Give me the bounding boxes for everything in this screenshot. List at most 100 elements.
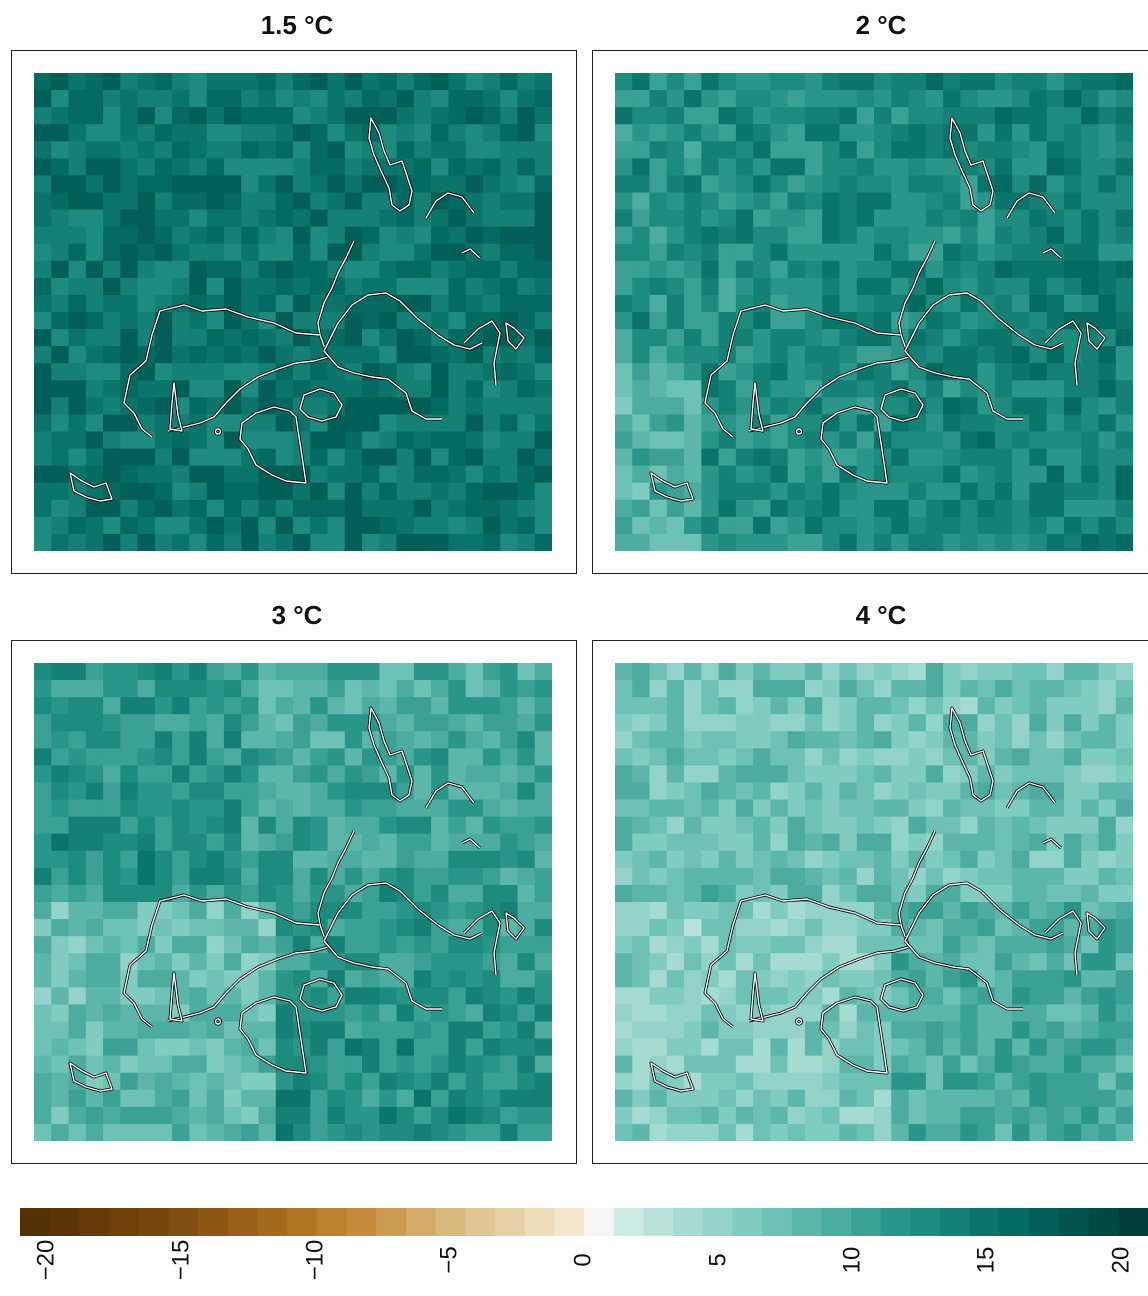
heatmap-cell — [1012, 850, 1030, 869]
heatmap-cell — [68, 465, 87, 484]
heatmap-cell — [735, 765, 754, 783]
heatmap-cell — [310, 175, 329, 193]
heatmap-cell — [1012, 1106, 1030, 1125]
heatmap-cell — [379, 431, 398, 450]
heatmap-cell — [891, 158, 910, 176]
heatmap-cell — [684, 731, 702, 749]
heatmap-cell — [649, 192, 668, 211]
heatmap-cell — [517, 936, 536, 954]
heatmap-cell — [994, 482, 1013, 501]
heatmap-cell — [943, 919, 961, 937]
heatmap-cell — [223, 697, 242, 715]
heatmap-cell — [223, 765, 242, 783]
heatmap-cell — [51, 380, 70, 398]
heatmap-cell — [103, 294, 121, 313]
heatmap-cell — [310, 363, 329, 381]
heatmap-cell — [534, 1055, 552, 1074]
heatmap-cell — [856, 431, 875, 450]
heatmap-cell — [34, 919, 52, 937]
heatmap-cell — [137, 884, 156, 903]
heatmap-cell — [787, 850, 806, 869]
heatmap-cell — [189, 731, 208, 749]
heatmap-cell — [379, 1038, 398, 1057]
heatmap-cell — [839, 1004, 858, 1022]
heatmap-cell — [735, 380, 754, 398]
heatmap-cell — [684, 414, 702, 432]
heatmap-cell — [874, 90, 892, 108]
heatmap-cell — [943, 243, 961, 262]
heatmap-cell — [223, 499, 242, 518]
heatmap-cell — [68, 192, 87, 211]
heatmap-cell — [753, 1089, 771, 1108]
heatmap-cell — [172, 850, 190, 869]
heatmap-cell — [1115, 516, 1133, 535]
heatmap-cell — [1012, 175, 1030, 193]
heatmap-cell — [666, 448, 685, 467]
heatmap-cell — [120, 363, 139, 381]
heatmap-cell — [908, 697, 927, 715]
heatmap-cell — [1012, 482, 1030, 501]
heatmap-cell — [1063, 1004, 1082, 1022]
heatmap-cell — [1063, 799, 1082, 818]
heatmap-cell — [448, 799, 467, 818]
heatmap-cell — [1063, 833, 1082, 852]
heatmap-cell — [241, 782, 259, 801]
heatmap-cell — [362, 294, 380, 313]
heatmap-cell — [448, 73, 467, 91]
heatmap-cell — [396, 226, 415, 245]
heatmap-cell — [85, 448, 104, 467]
heatmap-cell — [327, 533, 346, 551]
heatmap-cell — [770, 919, 789, 937]
heatmap-cell — [1012, 363, 1030, 381]
heatmap-cell — [960, 533, 979, 551]
heatmap-cell — [379, 816, 398, 835]
heatmap-cell — [120, 329, 139, 347]
heatmap-cell — [804, 90, 823, 108]
heatmap-cell — [275, 850, 294, 869]
boundary-outline — [169, 972, 183, 1022]
heatmap-cell — [666, 90, 685, 108]
heatmap-cell — [85, 731, 104, 749]
heatmap-cell — [310, 73, 329, 91]
heatmap-cell — [943, 448, 961, 467]
heatmap-cell — [1115, 663, 1133, 681]
heatmap-cell — [666, 765, 685, 783]
heatmap-cell — [85, 346, 104, 364]
heatmap-cell — [120, 124, 139, 142]
heatmap-cell — [994, 243, 1013, 262]
heatmap-cell — [85, 765, 104, 783]
heatmap-cell — [1098, 107, 1117, 125]
heatmap-cell — [431, 175, 449, 193]
heatmap-cell — [718, 277, 737, 296]
heatmap-cell — [310, 765, 329, 783]
heatmap-cell — [891, 482, 910, 501]
heatmap-cell — [448, 448, 467, 467]
heatmap-cell — [666, 533, 685, 551]
heatmap-cell — [839, 260, 858, 279]
heatmap-cell — [51, 1004, 70, 1022]
heatmap-cell — [1081, 799, 1099, 818]
heatmap-cell — [85, 1072, 104, 1091]
heatmap-cell — [615, 277, 633, 296]
heatmap-cell — [1063, 533, 1082, 551]
heatmap-cell — [856, 124, 875, 142]
heatmap-cell — [701, 243, 720, 262]
heatmap-cell — [327, 731, 346, 749]
heatmap-cell — [925, 482, 944, 501]
heatmap-cell — [51, 697, 70, 715]
heatmap-cell — [804, 158, 823, 176]
heatmap-cell — [874, 714, 892, 732]
heatmap-cell — [258, 884, 277, 903]
heatmap-cell — [120, 902, 139, 920]
heatmap-cell — [1115, 1038, 1133, 1057]
heatmap-cell — [223, 1089, 242, 1108]
heatmap-cell — [172, 1072, 190, 1091]
heatmap-cell — [925, 329, 944, 347]
heatmap-cell — [1081, 277, 1099, 296]
heatmap-cell — [649, 731, 668, 749]
heatmap-cell — [120, 1004, 139, 1022]
heatmap-cell — [448, 1123, 467, 1141]
heatmap-cell — [172, 516, 190, 535]
heatmap-cell — [701, 850, 720, 869]
heatmap-cell — [310, 499, 329, 518]
